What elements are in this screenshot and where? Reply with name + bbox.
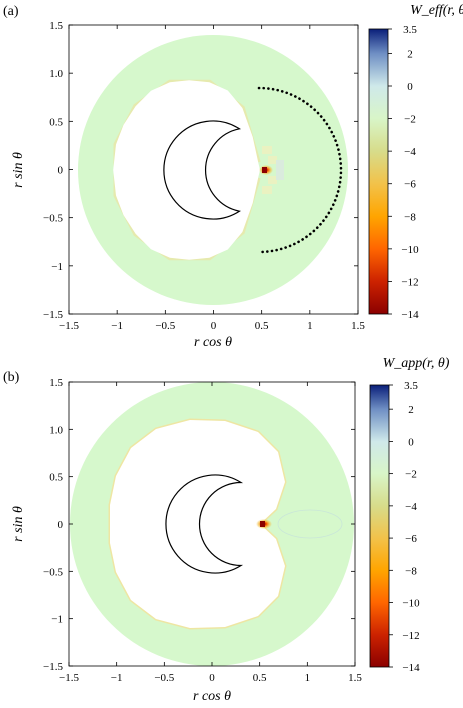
x-axis-label: r cos θ — [193, 689, 231, 704]
dotted-arc — [257, 86, 343, 254]
y-tick-label: 0 — [58, 519, 64, 531]
colorbar-tick-label: −14 — [402, 662, 420, 674]
x-tick-label: −1.5 — [59, 320, 79, 332]
x-tick-label: −1 — [111, 672, 123, 684]
y-tick-label: 1.0 — [49, 68, 63, 80]
colorbar-tick-label: −2 — [405, 469, 417, 481]
colorbar-tick-label: 2 — [407, 48, 413, 60]
panel-b: (b) −1.5 −1 −0.5 0 0.5 1 1.5 −1.5 −1 −0.5 0 0.5 1.0 1… — [3, 356, 450, 704]
colorbar-title: W_eff(r, θ) — [410, 3, 463, 18]
colorbar-title: W_app(r, θ) — [383, 356, 450, 371]
colorbar-tick-label: −10 — [402, 598, 420, 610]
x-tick-label: −0.5 — [155, 320, 175, 332]
colorbar-tick-label: −6 — [405, 533, 417, 545]
colorbar-tick-label: −8 — [404, 211, 416, 223]
colorbar-tick-label: 3.5 — [404, 380, 418, 392]
x-tick-label: 1 — [307, 320, 313, 332]
panel-a: (a) −1.5 −1 −0.5 0 0.5 1 1.5 −1.5 −1 −0.5 0 0.5 1.0 1… — [3, 3, 463, 350]
faint-texture — [277, 509, 343, 539]
colorbar — [368, 28, 389, 315]
y-tick-label: −1 — [51, 261, 63, 273]
y-axis-label: r sin θ — [11, 152, 26, 188]
x-tick-label: 1.5 — [351, 320, 365, 332]
y-tick-label: 1.0 — [49, 424, 63, 436]
x-tick-label: 0 — [211, 320, 217, 332]
colorbar-tick-label: −4 — [405, 501, 417, 513]
x-axis-label: r cos θ — [194, 335, 232, 350]
x-tick-label: −1.5 — [59, 672, 79, 684]
x-tick-label: −1 — [111, 320, 123, 332]
crescent-boundary — [165, 474, 244, 574]
colorbar-tick-label: −8 — [405, 565, 417, 577]
y-axis-label: r sin θ — [11, 506, 26, 542]
colorbar-tick-label: −6 — [404, 179, 416, 191]
x-tick-label: 1.5 — [348, 672, 362, 684]
x-tick-label: 0 — [209, 672, 215, 684]
colorbar-tick-label: −2 — [404, 114, 416, 126]
panel-label: (a) — [3, 4, 19, 19]
x-tick-label: 0.5 — [253, 672, 267, 684]
x-tick-label: 0.5 — [255, 320, 269, 332]
y-tick-label: −1.5 — [43, 661, 63, 673]
y-tick-label: −1 — [51, 614, 63, 626]
cardioid-hole — [110, 420, 285, 628]
y-tick-label: 0.5 — [49, 116, 63, 128]
colorbar — [369, 384, 390, 668]
colorbar-tick-label: 2 — [408, 404, 414, 416]
colorbar-tick-label: 0 — [408, 436, 414, 448]
hotspot-core — [260, 521, 265, 527]
y-tick-label: −1.5 — [43, 309, 63, 321]
colorbar-tick-label: 0 — [407, 81, 413, 93]
crescent-boundary — [163, 120, 241, 220]
y-tick-label: −0.5 — [43, 566, 63, 578]
colorbar-tick-label: −10 — [401, 244, 419, 256]
y-tick-label: 1.5 — [49, 20, 63, 32]
y-tick-label: 1.5 — [49, 377, 63, 389]
colorbar-tick-label: −12 — [402, 630, 419, 642]
neck-pattern — [262, 146, 284, 194]
y-tick-label: 0.5 — [49, 472, 63, 484]
colorbar-tick-label: 3.5 — [403, 24, 417, 36]
y-tick-label: −0.5 — [43, 213, 63, 225]
cardioid-hole — [113, 80, 260, 260]
y-tick-label: 0 — [58, 165, 64, 177]
x-tick-label: −0.5 — [154, 672, 174, 684]
x-tick-label: 1 — [305, 672, 311, 684]
hotspot-core — [262, 167, 267, 173]
panel-label: (b) — [3, 370, 20, 385]
colorbar-tick-label: −14 — [401, 309, 419, 321]
colorbar-tick-label: −12 — [401, 276, 418, 288]
colorbar-tick-label: −4 — [404, 146, 416, 158]
